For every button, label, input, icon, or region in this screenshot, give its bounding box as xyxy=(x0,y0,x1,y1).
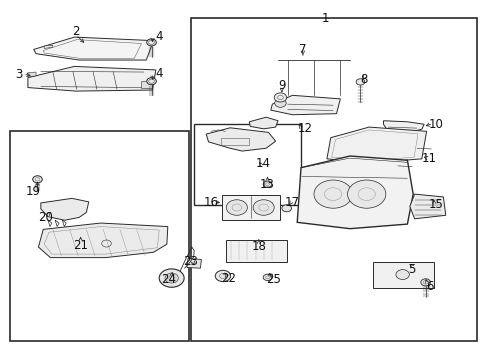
Circle shape xyxy=(146,39,156,46)
Text: 24: 24 xyxy=(161,273,176,286)
Circle shape xyxy=(159,269,184,287)
Circle shape xyxy=(355,79,364,85)
Text: 4: 4 xyxy=(155,30,163,43)
Text: 6: 6 xyxy=(425,280,432,293)
Polygon shape xyxy=(141,81,152,88)
Bar xyxy=(220,138,249,145)
Polygon shape xyxy=(39,223,167,258)
Bar xyxy=(226,240,286,262)
Text: 21: 21 xyxy=(73,239,88,252)
Polygon shape xyxy=(206,128,275,151)
Circle shape xyxy=(263,181,271,188)
Polygon shape xyxy=(34,37,153,60)
Text: 13: 13 xyxy=(260,178,274,191)
Polygon shape xyxy=(28,66,156,91)
Circle shape xyxy=(420,279,429,286)
Text: 8: 8 xyxy=(360,73,367,86)
Polygon shape xyxy=(249,117,278,129)
Circle shape xyxy=(313,180,351,208)
Text: 11: 11 xyxy=(421,152,436,165)
Text: 5: 5 xyxy=(407,263,415,276)
Circle shape xyxy=(347,180,385,208)
Circle shape xyxy=(215,270,230,282)
Circle shape xyxy=(263,274,271,280)
Text: 3: 3 xyxy=(16,68,23,81)
Polygon shape xyxy=(326,127,426,163)
Bar xyxy=(372,262,433,288)
Circle shape xyxy=(395,270,408,279)
Polygon shape xyxy=(297,156,412,229)
Text: 1: 1 xyxy=(321,12,328,25)
Bar xyxy=(190,18,476,341)
Polygon shape xyxy=(41,198,89,220)
Text: 18: 18 xyxy=(251,240,266,253)
Polygon shape xyxy=(44,45,53,48)
Text: 19: 19 xyxy=(26,185,41,198)
Circle shape xyxy=(281,205,291,212)
Text: 22: 22 xyxy=(220,271,235,284)
Text: 16: 16 xyxy=(203,197,218,210)
Text: 23: 23 xyxy=(183,255,198,268)
Text: 12: 12 xyxy=(297,122,312,135)
Circle shape xyxy=(253,200,274,215)
Text: 14: 14 xyxy=(256,157,271,170)
Circle shape xyxy=(274,99,285,107)
Bar xyxy=(10,131,189,341)
Bar xyxy=(194,123,301,205)
Polygon shape xyxy=(186,259,201,268)
Text: 20: 20 xyxy=(38,211,53,224)
Circle shape xyxy=(274,93,286,102)
Polygon shape xyxy=(409,194,445,219)
Bar xyxy=(222,195,280,220)
Circle shape xyxy=(146,78,156,85)
Text: 15: 15 xyxy=(428,198,443,211)
Text: 4: 4 xyxy=(155,67,163,80)
Polygon shape xyxy=(383,121,424,135)
Text: 17: 17 xyxy=(285,197,299,210)
Text: 10: 10 xyxy=(428,118,443,131)
Text: 7: 7 xyxy=(299,43,306,56)
Circle shape xyxy=(164,273,178,283)
Polygon shape xyxy=(28,72,36,77)
Text: 2: 2 xyxy=(72,24,80,37)
Circle shape xyxy=(226,200,247,215)
Polygon shape xyxy=(270,95,340,115)
Text: 9: 9 xyxy=(278,79,285,92)
Text: 25: 25 xyxy=(265,273,280,286)
Circle shape xyxy=(33,176,42,183)
